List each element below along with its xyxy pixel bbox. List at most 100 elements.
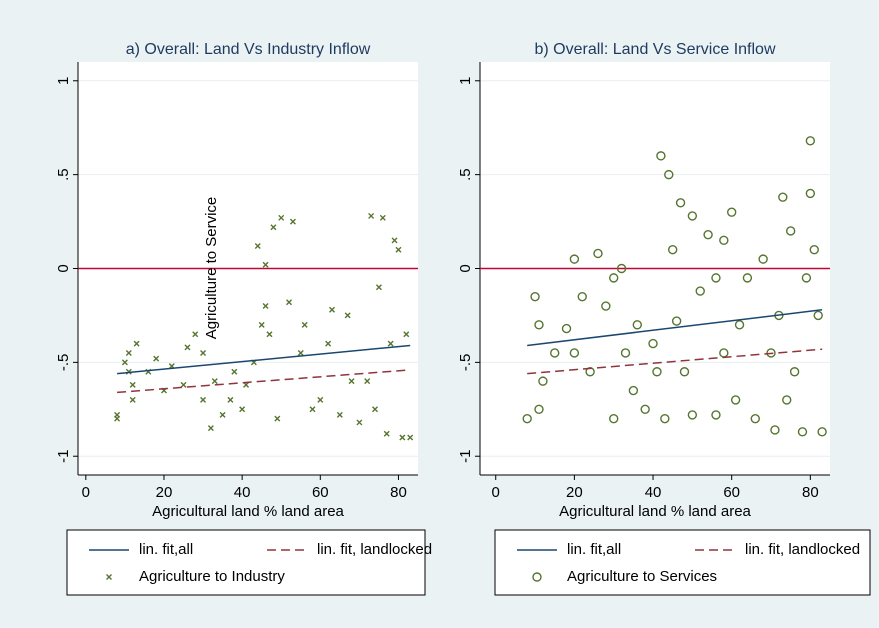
marker [297,349,304,356]
marker-shape [125,349,132,356]
marker-shape [391,237,398,244]
panel-title: b) Overall: Land Vs Service Inflow [535,41,776,58]
marker [274,415,281,422]
marker [711,410,721,420]
marker [106,574,112,580]
marker-shape [329,306,336,313]
marker [640,404,650,414]
marker [660,413,670,424]
marker [325,340,332,347]
marker [652,367,662,377]
marker [648,338,658,349]
marker-shape [121,359,128,366]
marker [231,368,238,375]
marker [569,348,580,358]
marker [797,427,808,437]
marker [266,331,273,338]
marker-shape [297,349,304,356]
x-tick-label: 60 [312,484,329,501]
x-tick-label: 0 [82,484,90,501]
marker-shape [387,340,394,347]
marker-shape [231,368,238,375]
y-tick-label: 0 [457,264,474,272]
fit-line [117,344,411,375]
marker [348,378,355,385]
marker [734,320,745,330]
y-tick-label: -.5 [457,354,474,372]
marker-shape [289,218,296,225]
marker-shape [192,331,199,338]
marker [329,306,336,313]
marker [616,263,627,274]
marker [344,312,351,319]
marker-shape [207,425,214,432]
marker [532,572,542,582]
marker-shape [266,331,273,338]
marker-shape [407,434,414,441]
marker [679,367,690,377]
marker [125,349,132,356]
marker-shape [106,574,112,580]
marker [534,320,544,330]
marker-shape [129,381,136,388]
marker [664,169,674,180]
x-tick-label: 80 [390,484,407,501]
marker-shape [383,430,390,437]
legend-box [494,529,871,596]
marker-shape [129,396,136,403]
marker [211,378,218,385]
marker [399,434,406,441]
marker [200,349,207,356]
marker [538,376,548,386]
x-axis-label: Agricultural land % land area [152,503,344,520]
marker [153,355,160,362]
marker-shape [114,415,121,422]
marker [730,395,741,405]
marker [375,284,382,291]
y-tick-label: 1 [457,77,474,85]
marker-shape [254,242,261,249]
marker [817,427,827,437]
marker-shape [399,434,406,441]
marker-shape [368,212,375,219]
fit-line [527,309,823,347]
marker [379,214,386,221]
marker [550,348,560,358]
marker [785,226,796,236]
marker [805,188,816,199]
marker [395,246,402,253]
marker [286,299,293,306]
marker [609,413,619,424]
x-tick-label: 60 [723,484,740,501]
marker [711,273,721,283]
panel-title: a) Overall: Land Vs Industry Inflow [126,41,371,58]
marker-shape [356,419,363,426]
marker [184,344,191,351]
marker [114,415,121,422]
marker-shape [184,344,191,351]
marker [656,151,666,161]
marker [364,378,371,385]
marker [801,273,812,283]
legend-label: lin. fit,all [139,541,193,558]
marker [356,419,363,426]
marker-shape [403,331,410,338]
marker [309,406,316,413]
marker [632,320,643,330]
marker [758,254,768,264]
legend-label: lin. fit,all [567,541,621,558]
marker [675,198,686,208]
marker [628,385,639,396]
marker-shape [274,415,281,422]
x-tick-label: 40 [645,484,662,501]
marker [227,396,234,403]
y-tick-label: -1 [457,450,474,463]
marker [200,396,207,403]
marker [270,224,277,231]
marker [383,430,390,437]
marker [403,331,410,338]
marker-shape [379,214,386,221]
x-tick-label: 20 [566,484,583,501]
marker-shape [344,312,351,319]
marker [192,331,199,338]
